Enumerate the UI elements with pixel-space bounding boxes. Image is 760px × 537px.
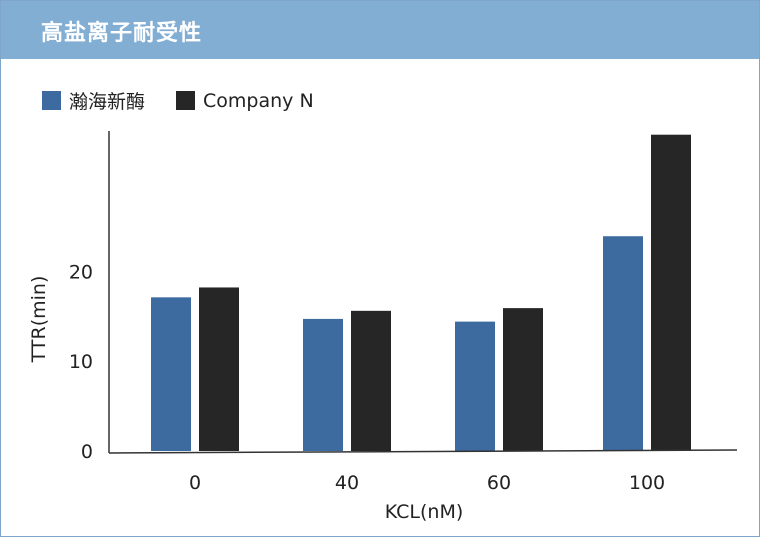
legend: 瀚海新酶 Company N [42,87,345,114]
bar-series-1-40 [303,318,343,451]
chart-title: 高盐离子耐受性 [41,21,203,46]
legend-label-series-1: 瀚海新酶 [69,91,146,113]
legend-item-series-2: Company N [176,90,314,112]
y-tick-label: 10 [69,351,93,373]
legend-swatch-series-2 [176,91,196,110]
x-tick-label: 0 [189,472,201,494]
legend-label-series-2: Company N [203,89,314,112]
x-tick-label: 100 [629,472,665,494]
y-tick-label: 20 [69,261,93,283]
bar-series-2-60 [503,308,543,451]
bar-series-2-0 [199,287,239,451]
title-bar: 高盐离子耐受性 [1,1,759,59]
bar-series-1-0 [151,297,191,451]
legend-item-series-1: 瀚海新酶 [42,87,145,114]
x-tick-label: 40 [335,472,359,494]
x-tick-labels: 0 40 60 100 [189,472,665,494]
bars-group [151,134,691,451]
x-axis-line [108,449,738,454]
bar-series-1-60 [455,321,495,451]
x-tick-label: 60 [487,472,511,494]
y-tick-labels: 0 10 20 [69,261,93,463]
bar-series-2-40 [351,310,391,451]
bar-series-2-100 [651,134,691,451]
legend-swatch-series-1 [42,91,61,110]
y-tick-label: 0 [81,441,93,463]
x-axis-label: KCL(nM) [385,501,464,523]
y-axis-label: TTR(min) [28,276,50,364]
bar-series-1-100 [603,236,643,451]
